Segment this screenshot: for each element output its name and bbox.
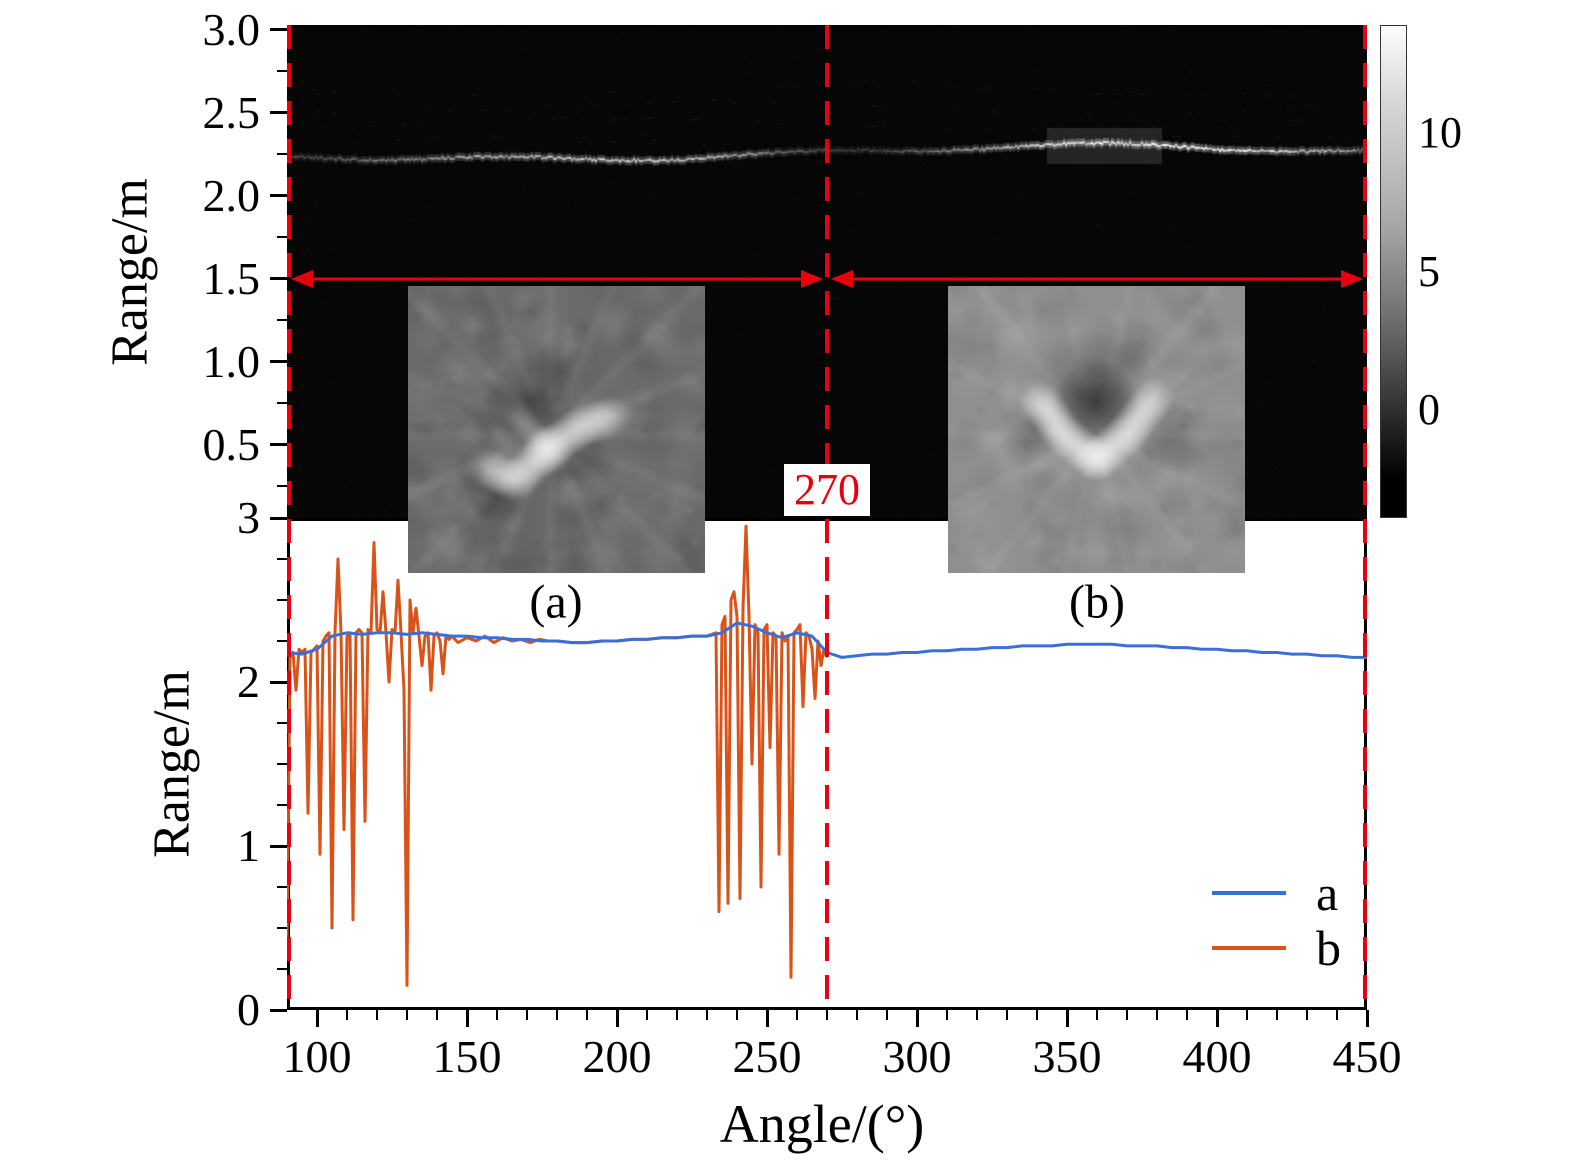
bottom-y-minor-tick — [277, 968, 287, 970]
top-y-tick-label: 2.5 — [203, 90, 261, 136]
bottom-x-tick — [1216, 1010, 1219, 1027]
bottom-x-minor-tick — [676, 1010, 678, 1020]
top-y-minor-tick — [277, 70, 287, 72]
top-y-tick — [270, 194, 287, 197]
bottom-x-minor-tick — [406, 1010, 408, 1020]
legend-line-b — [1212, 946, 1286, 950]
bottom-y-minor-tick — [277, 599, 287, 601]
bottom-y-minor-tick — [277, 927, 287, 929]
top-y-tick-label: 1.0 — [203, 339, 261, 385]
bottom-x-minor-tick — [376, 1010, 378, 1020]
bottom-y-tick — [270, 517, 287, 520]
top-y-tick — [270, 360, 287, 363]
bottom-x-tick-label: 300 — [883, 1034, 952, 1080]
inset-label-a: (a) — [529, 575, 582, 630]
bottom-x-minor-tick — [1276, 1010, 1278, 1020]
top-y-tick-label: 2.0 — [203, 173, 261, 219]
colorbar-tick-label: 0 — [1418, 388, 1440, 432]
line-plot — [287, 518, 1367, 1010]
bottom-x-tick-label: 450 — [1333, 1034, 1402, 1080]
bottom-x-minor-tick — [856, 1010, 858, 1020]
bottom-x-tick-label: 150 — [433, 1034, 502, 1080]
bottom-x-tick — [1066, 1010, 1069, 1027]
top-y-minor-tick — [277, 236, 287, 238]
top-y-tick — [270, 111, 287, 114]
bottom-y-minor-tick — [277, 640, 287, 642]
bottom-y-minor-tick — [277, 763, 287, 765]
bottom-x-tick-label: 200 — [583, 1034, 652, 1080]
bottom-x-tick — [1366, 1010, 1369, 1027]
figure: (a) (b) 270 Range/m Range/m Angle/(°) 3.… — [0, 0, 1575, 1171]
bottom-y-tick-label: 1 — [237, 823, 260, 869]
bottom-x-tick-label: 400 — [1183, 1034, 1252, 1080]
colorbar-tick-label: 5 — [1418, 250, 1440, 294]
bottom-x-minor-tick — [496, 1010, 498, 1020]
bottom-x-minor-tick — [436, 1010, 438, 1020]
bottom-x-minor-tick — [1186, 1010, 1188, 1020]
bottom-x-minor-tick — [1336, 1010, 1338, 1020]
bottom-x-tick — [616, 1010, 619, 1027]
top-y-tick — [270, 277, 287, 280]
bottom-y-minor-tick — [277, 886, 287, 888]
inset-label-b: (b) — [1069, 575, 1125, 630]
top-y-minor-tick — [277, 153, 287, 155]
bottom-x-tick-label: 350 — [1033, 1034, 1102, 1080]
bottom-y-tick-label: 0 — [237, 987, 260, 1033]
bottom-x-minor-tick — [886, 1010, 888, 1020]
bottom-y-tick — [270, 845, 287, 848]
inset-image-a — [408, 286, 705, 573]
bottom-x-minor-tick — [706, 1010, 708, 1020]
top-y-tick-label: 0.5 — [203, 422, 261, 468]
bottom-x-minor-tick — [1306, 1010, 1308, 1020]
bottom-x-tick — [316, 1010, 319, 1027]
bottom-x-tick-label: 100 — [283, 1034, 352, 1080]
colorbar — [1380, 25, 1407, 518]
legend-item-a: a — [1212, 868, 1338, 918]
bottom-x-minor-tick — [1246, 1010, 1248, 1020]
colorbar-tick-label: 10 — [1418, 111, 1462, 155]
bottom-x-tick — [766, 1010, 769, 1027]
bottom-x-minor-tick — [736, 1010, 738, 1020]
inset-image-b — [948, 286, 1245, 573]
bottom-x-tick — [466, 1010, 469, 1027]
bottom-x-minor-tick — [976, 1010, 978, 1020]
bottom-x-tick-label: 250 — [733, 1034, 802, 1080]
bottom-x-minor-tick — [1126, 1010, 1128, 1020]
bottom-x-minor-tick — [346, 1010, 348, 1020]
legend-line-a — [1212, 891, 1286, 895]
bottom-x-tick — [916, 1010, 919, 1027]
bottom-x-minor-tick — [586, 1010, 588, 1020]
bottom-y-tick — [270, 681, 287, 684]
top-y-minor-tick — [277, 485, 287, 487]
top-y-axis-title: Range/m — [101, 178, 160, 366]
boundary-angle-label: 270 — [784, 464, 870, 516]
top-y-tick-label: 1.5 — [203, 256, 261, 302]
top-y-minor-tick — [277, 319, 287, 321]
bottom-x-minor-tick — [526, 1010, 528, 1020]
bottom-y-minor-tick — [277, 558, 287, 560]
bottom-x-minor-tick — [1096, 1010, 1098, 1020]
bottom-x-minor-tick — [796, 1010, 798, 1020]
bottom-x-minor-tick — [646, 1010, 648, 1020]
top-y-minor-tick — [277, 402, 287, 404]
bottom-x-minor-tick — [946, 1010, 948, 1020]
legend-label-a: a — [1316, 868, 1338, 918]
bottom-y-minor-tick — [277, 804, 287, 806]
bottom-x-minor-tick — [1036, 1010, 1038, 1020]
top-y-tick-label: 3.0 — [203, 7, 261, 53]
top-y-tick — [270, 443, 287, 446]
x-axis-title: Angle/(°) — [720, 1093, 925, 1155]
bottom-y-minor-tick — [277, 722, 287, 724]
top-y-tick — [270, 28, 287, 31]
bottom-x-minor-tick — [1156, 1010, 1158, 1020]
bottom-x-minor-tick — [1006, 1010, 1008, 1020]
legend-label-b: b — [1316, 923, 1341, 973]
bottom-y-tick-label: 3 — [237, 495, 260, 541]
bottom-x-minor-tick — [556, 1010, 558, 1020]
bottom-x-minor-tick — [826, 1010, 828, 1020]
bottom-y-axis-title: Range/m — [143, 670, 202, 858]
bottom-y-tick-label: 2 — [237, 659, 260, 705]
legend-item-b: b — [1212, 923, 1341, 973]
bottom-y-tick — [270, 1009, 287, 1012]
